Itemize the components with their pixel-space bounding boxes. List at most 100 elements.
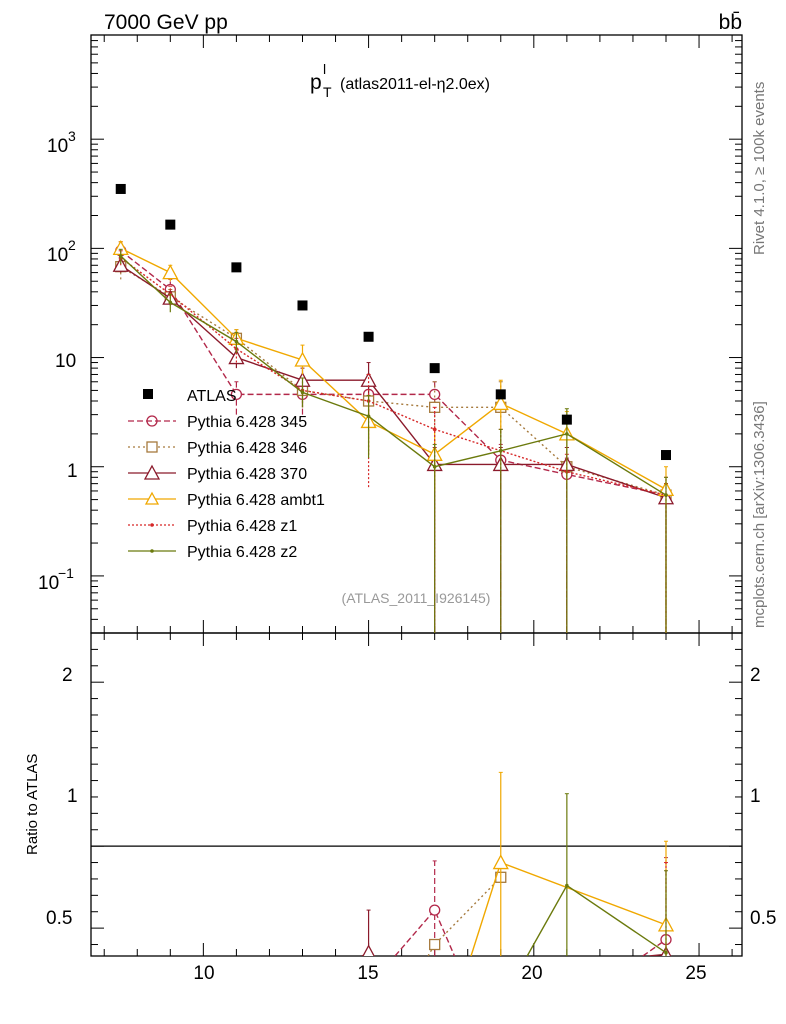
- y-tick-10: 10: [55, 351, 76, 372]
- x-tick-10: 10: [193, 963, 214, 984]
- title-sup: l: [323, 61, 326, 77]
- y-tick-1: 1: [67, 461, 78, 482]
- y-tick-1000-exp: 3: [68, 128, 76, 144]
- data-point: [162, 264, 179, 280]
- legend-label-370: Pythia 6.428 370: [187, 466, 307, 483]
- data-point: [492, 395, 509, 411]
- data-point: [234, 339, 239, 344]
- legend-marker-346: [146, 441, 158, 453]
- legend-label-atlas: ATLAS: [187, 388, 237, 405]
- header-left: 7000 GeV pp: [104, 11, 228, 34]
- ratio-series-5: [526, 793, 668, 956]
- atlas-point: [561, 414, 572, 425]
- data-point: [366, 414, 371, 419]
- ratio-y-tick-2-left: 2: [62, 665, 73, 686]
- legend-label-z2: Pythia 6.428 z2: [187, 544, 297, 561]
- legend: ATLAS Pythia 6.428 345 Pythia 6.428 346 …: [128, 388, 325, 561]
- ratio-y-tick-1-right: 1: [750, 786, 761, 807]
- data-point: [429, 388, 441, 401]
- main-series: [112, 183, 675, 633]
- side-label-rivet: Rivet 4.1.0, ≥ 100k events: [751, 82, 768, 255]
- legend-marker-345: [146, 415, 158, 427]
- title-sub: T: [323, 84, 332, 100]
- side-label-mcplots: mcplots.cern.ch [arXiv:1306.3436]: [751, 401, 768, 628]
- y-tick-100-exp: 2: [68, 237, 76, 253]
- x-tick-25: 25: [685, 963, 706, 984]
- atlas-point: [660, 450, 671, 461]
- legend-label-ambt1: Pythia 6.428 ambt1: [187, 492, 325, 509]
- data-point: [432, 464, 437, 469]
- ratio-line: [427, 876, 502, 956]
- atlas-point: [429, 363, 440, 374]
- atlas-point: [165, 219, 176, 230]
- y-tick-1000: 10: [47, 136, 68, 157]
- header-right: bb̄: [719, 11, 742, 34]
- x-tick-15: 15: [357, 963, 378, 984]
- legend-entry-345: Pythia 6.428 345: [128, 414, 307, 431]
- ratio-y-tick-0.5-right: 0.5: [750, 908, 776, 929]
- data-point: [168, 300, 173, 305]
- data-point: [664, 493, 668, 497]
- y-tick-0.1-exp: −1: [58, 565, 74, 581]
- legend-label-346: Pythia 6.428 346: [187, 440, 307, 457]
- series-3: [112, 239, 675, 633]
- series-line: [120, 264, 667, 499]
- legend-entry-346: Pythia 6.428 346: [128, 440, 307, 457]
- atlas-point: [231, 262, 242, 273]
- legend-entry-z2: Pythia 6.428 z2: [128, 544, 297, 561]
- ratio-point: [565, 883, 569, 888]
- data-point: [498, 448, 503, 453]
- data-point: [294, 351, 311, 367]
- legend-marker-370: [143, 464, 161, 480]
- watermark: (ATLAS_2011_I926145): [342, 590, 491, 606]
- atlas-data: [115, 183, 671, 461]
- atlas-point: [115, 183, 126, 194]
- legend-entry-ambt1: Pythia 6.428 ambt1: [128, 491, 325, 509]
- ratio-point: [429, 938, 441, 951]
- main-y-tick-labels: 10 3 10 2 10 1 10 −1: [38, 128, 78, 594]
- data-point: [118, 254, 123, 258]
- ratio-y-tick-2-right: 2: [750, 665, 761, 686]
- ratio-ylabel: Ratio to ATLAS: [24, 754, 41, 855]
- legend-label-z1: Pythia 6.428 z1: [187, 518, 297, 535]
- data-point: [300, 390, 305, 395]
- y-tick-0.1: 10: [38, 573, 59, 594]
- series-5: [118, 248, 668, 633]
- ratio-series-3: [470, 771, 675, 956]
- y-tick-100: 10: [47, 245, 68, 266]
- plot-title: p l T (atlas2011-el-η2.0ex): [310, 61, 490, 100]
- legend-label-345: Pythia 6.428 345: [187, 414, 307, 431]
- title-tag: (atlas2011-el-η2.0ex): [340, 76, 490, 93]
- ratio-series: [361, 771, 675, 956]
- series-line: [120, 250, 667, 496]
- ratio-line: [394, 908, 456, 956]
- ratio-point: [362, 944, 375, 956]
- series-line: [120, 255, 667, 496]
- data-point: [230, 388, 243, 401]
- legend-entry-z1: Pythia 6.428 z1: [128, 518, 297, 535]
- ratio-frame: [90, 632, 743, 957]
- ratio-point: [664, 950, 668, 955]
- data-point: [432, 427, 437, 432]
- ratio-tick-labels: 2 1 0.5 2 1 0.5 10 15 20 25: [46, 665, 776, 984]
- legend-marker-atlas: [143, 389, 153, 399]
- x-tick-20: 20: [521, 963, 542, 984]
- legend-marker-z2: [150, 549, 154, 553]
- atlas-point: [495, 389, 506, 400]
- ratio-axes: [91, 633, 742, 956]
- legend-marker-z1: [150, 523, 154, 527]
- title-main: p: [310, 71, 322, 94]
- atlas-point: [363, 331, 374, 342]
- series-line: [120, 257, 667, 496]
- ratio-line: [526, 884, 667, 956]
- legend-entry-370: Pythia 6.428 370: [128, 464, 307, 483]
- data-point: [565, 432, 569, 436]
- ratio-series-2: [361, 909, 672, 956]
- ratio-point: [429, 904, 441, 916]
- legend-entry-atlas: ATLAS: [143, 388, 237, 405]
- atlas-point: [297, 300, 308, 311]
- series-line: [120, 266, 667, 496]
- legend-marker-ambt1: [144, 491, 160, 505]
- ratio-y-tick-1-left: 1: [67, 786, 78, 807]
